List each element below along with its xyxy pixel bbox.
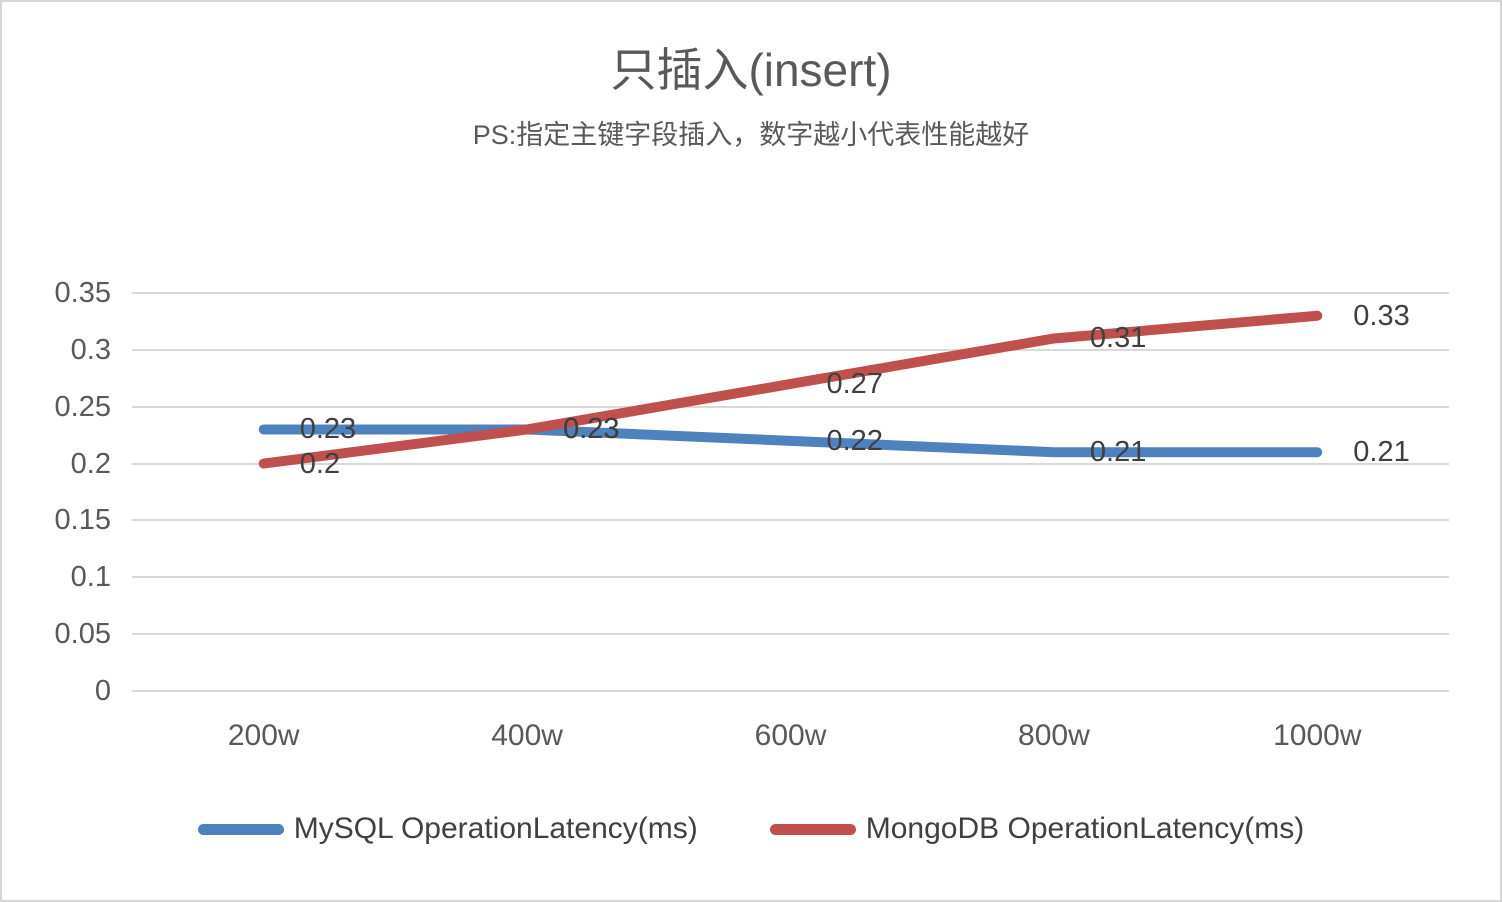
y-axis-tick-label: 0.1 <box>70 561 111 594</box>
data-label: 0.21 <box>1353 436 1410 469</box>
gridline <box>132 690 1449 692</box>
x-axis-tick-label: 200w <box>227 719 300 752</box>
gridline <box>132 633 1449 636</box>
legend-swatch-icon <box>197 823 284 835</box>
data-label: 0.27 <box>826 367 883 400</box>
gridline <box>132 405 1449 408</box>
x-axis-tick-label: 400w <box>491 719 563 752</box>
series-line-1 <box>258 310 1323 469</box>
legend-swatch-icon <box>769 823 856 835</box>
y-axis-tick-label: 0.15 <box>54 504 111 537</box>
y-axis-tick-label: 0 <box>94 675 111 707</box>
legend: MySQL OperationLatency(ms) MongoDB Operat… <box>2 812 1500 846</box>
data-label: 0.23 <box>563 413 620 446</box>
gridline <box>132 462 1449 465</box>
gridline <box>132 292 1449 294</box>
x-axis-tick-label: 600w <box>754 719 827 752</box>
y-axis-tick-label: 0.35 <box>54 277 111 309</box>
gridline <box>132 519 1449 522</box>
series-line-0 <box>258 424 1323 458</box>
legend-item-1: MongoDB OperationLatency(ms) <box>769 812 1305 846</box>
chart-title: 只插入(insert) <box>610 44 892 96</box>
x-axis-tick-label: 800w <box>1018 719 1090 752</box>
chart-subtitle: PS:指定主键字段插入，数字越小代表性能越好 <box>472 120 1030 150</box>
data-label: 0.21 <box>1089 436 1147 469</box>
gridline <box>132 348 1449 351</box>
legend-series-label: MongoDB OperationLatency(ms) <box>865 812 1305 845</box>
data-label: 0.31 <box>1089 322 1147 355</box>
y-axis-tick-label: 0.25 <box>54 390 111 423</box>
legend-series-label: MySQL OperationLatency(ms) <box>293 812 698 845</box>
y-axis-tick-label: 0.05 <box>54 618 111 651</box>
data-label: 0.33 <box>1353 299 1410 332</box>
x-axis-tick-label: 1000w <box>1273 719 1362 752</box>
y-axis-tick-label: 0.3 <box>70 333 111 366</box>
data-label: 0.22 <box>826 424 883 457</box>
data-label: 0.2 <box>299 447 341 480</box>
legend-item-0: MySQL OperationLatency(ms) <box>197 812 698 846</box>
data-label: 0.23 <box>563 413 620 446</box>
gridline <box>132 576 1449 579</box>
y-axis-tick-label: 0.2 <box>70 447 111 480</box>
data-label: 0.23 <box>299 413 357 446</box>
